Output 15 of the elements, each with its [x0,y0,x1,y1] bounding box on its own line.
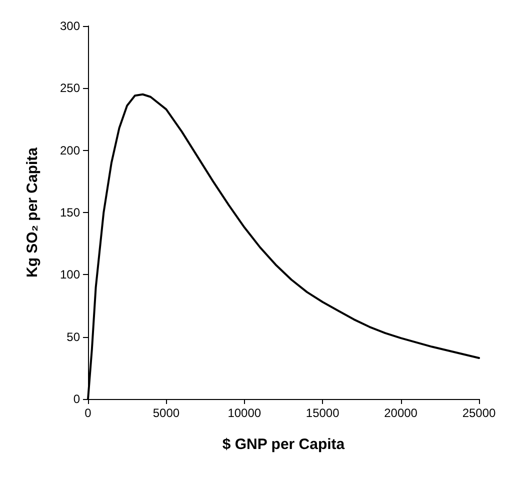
y-tick-label: 0 [73,392,80,406]
x-axis-title: $ GNP per Capita [222,436,346,453]
x-tick-label: 0 [84,406,92,420]
x-tick-label: 15000 [306,406,340,420]
x-tick-label: 20000 [384,406,418,420]
y-tick-label: 150 [60,206,80,220]
y-tick-label: 200 [60,143,80,158]
y-tick-label: 50 [66,330,80,344]
y-tick-label: 300 [60,19,80,33]
x-tick-label: 10000 [228,406,262,420]
y-tick-label: 250 [60,81,80,96]
x-tick-label: 5000 [152,406,180,420]
y-tick-label: 100 [60,268,80,282]
y-axis-title: Kg SO₂ per Capita [24,146,41,278]
x-tick-label: 25000 [462,406,496,420]
